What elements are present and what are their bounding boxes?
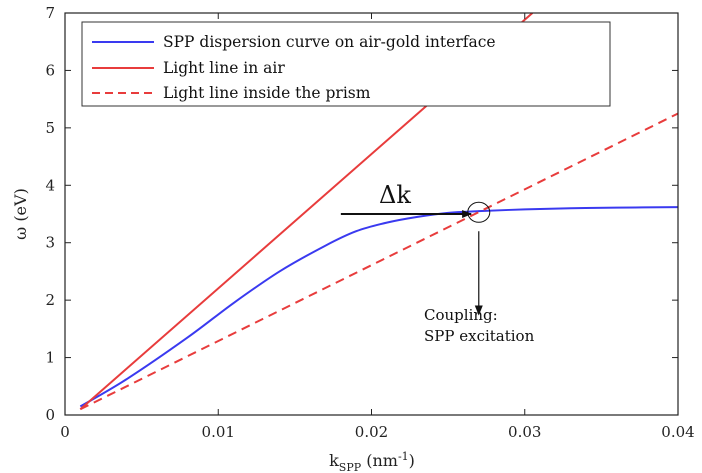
- x-tick-label: 0.04: [661, 423, 694, 441]
- legend-label-prism: Light line inside the prism: [163, 84, 371, 102]
- y-axis-label: ω (eV): [11, 188, 30, 240]
- series-spp-dispersion: [79, 206, 678, 408]
- coupling-label-line1: Coupling:: [424, 306, 498, 324]
- legend: SPP dispersion curve on air-gold interfa…: [81, 21, 611, 107]
- x-axis-label-sub: SPP: [339, 461, 362, 473]
- coupling-point-circle: [467, 201, 491, 223]
- delta-k-label: Δk: [379, 181, 411, 209]
- x-tick-label: 0.01: [202, 423, 235, 441]
- x-axis-label: kSPP (nm-1): [329, 450, 415, 473]
- y-ticks: 0 1 2 3 4 5 6 7: [45, 4, 678, 424]
- y-tick-label: 2: [45, 291, 55, 309]
- y-tick-label: 7: [45, 4, 55, 22]
- coupling-label-line2: SPP excitation: [424, 327, 535, 345]
- x-axis-label-sup: -1: [398, 450, 409, 463]
- x-tick-label: 0.02: [355, 423, 388, 441]
- legend-label-air: Light line in air: [163, 59, 285, 77]
- legend-label-spp: SPP dispersion curve on air-gold interfa…: [163, 33, 496, 51]
- y-tick-label: 4: [45, 176, 55, 194]
- annotation-layer: [340, 201, 491, 316]
- y-tick-label: 5: [45, 119, 55, 137]
- y-tick-label: 0: [45, 406, 55, 424]
- y-tick-label: 1: [45, 349, 55, 367]
- legend-box: [81, 21, 611, 107]
- x-ticks: 0 0.01 0.02 0.03 0.04: [60, 13, 695, 441]
- x-tick-label: 0: [60, 423, 70, 441]
- y-tick-label: 3: [45, 234, 55, 252]
- series-light-line-prism: [79, 112, 678, 411]
- x-tick-label: 0.03: [508, 423, 541, 441]
- y-tick-label: 6: [45, 61, 55, 79]
